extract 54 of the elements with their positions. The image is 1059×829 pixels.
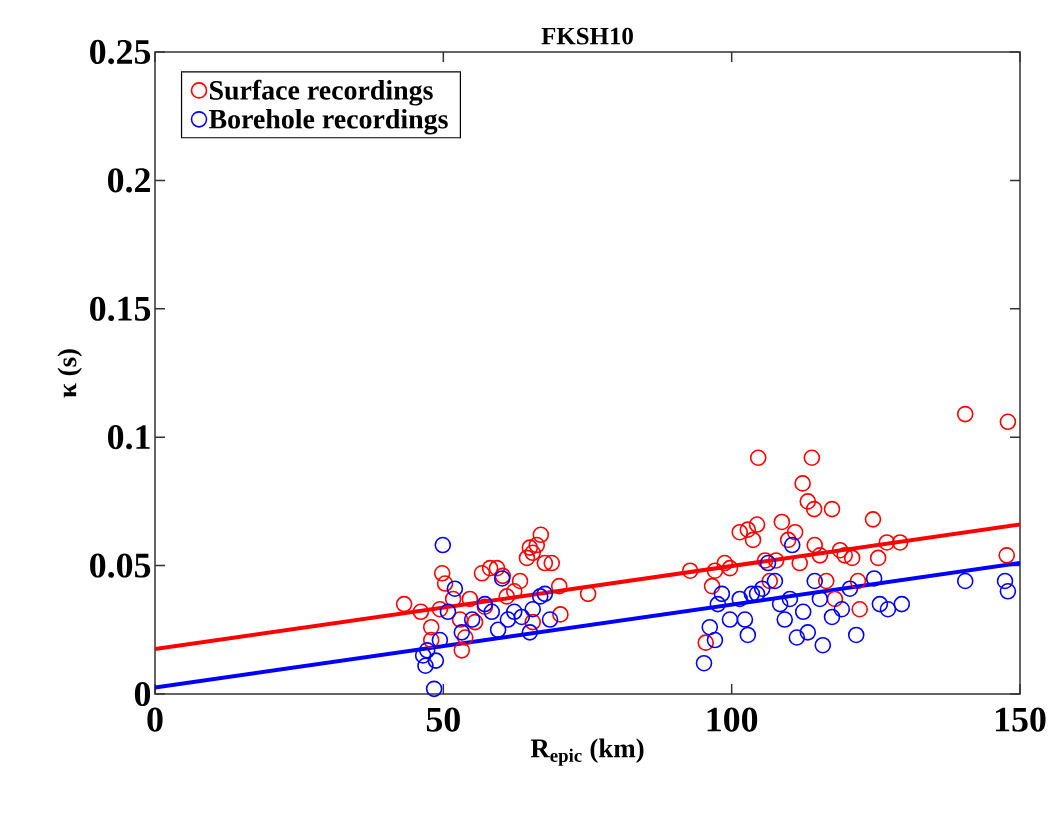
- point: [531, 588, 549, 605]
- point: [996, 572, 1014, 590]
- point: [536, 585, 554, 603]
- point: [833, 600, 851, 618]
- point: [414, 647, 432, 664]
- point: [999, 582, 1017, 600]
- legend-label: Borehole recordings: [208, 108, 448, 135]
- chart-title: FKSH10: [541, 27, 633, 45]
- y-tick-label: 0.15: [90, 296, 151, 321]
- y-tick-label: 0.1: [108, 425, 150, 450]
- point: [721, 611, 739, 628]
- point: [794, 603, 812, 621]
- point: [417, 657, 434, 675]
- point: [489, 621, 507, 639]
- point: [505, 603, 523, 621]
- point: [879, 600, 897, 618]
- point: [823, 608, 841, 626]
- point: [425, 680, 443, 698]
- point: [865, 570, 883, 587]
- y-tick-label: 0.05: [90, 553, 151, 578]
- point: [701, 618, 719, 636]
- point: [871, 595, 889, 613]
- x-tick-label: 50: [426, 707, 460, 732]
- point: [781, 590, 799, 608]
- point: [736, 611, 754, 628]
- point: [434, 536, 452, 554]
- point: [541, 611, 559, 628]
- y-axis-title: κ (s): [57, 349, 82, 398]
- point: [956, 572, 974, 590]
- point: [695, 654, 713, 672]
- x-tick-label: 100: [707, 707, 758, 732]
- point: [739, 626, 757, 644]
- point: [513, 608, 531, 626]
- point: [893, 595, 911, 613]
- point: [427, 652, 445, 669]
- point: [788, 629, 806, 646]
- point: [524, 600, 542, 618]
- point: [799, 624, 817, 641]
- x-tick-label: 150: [995, 707, 1046, 732]
- point: [709, 595, 727, 613]
- point: [776, 611, 794, 628]
- point: [743, 585, 761, 603]
- y-tick-label: 0: [134, 681, 151, 707]
- legend-label: Surface recordings: [209, 79, 433, 106]
- point: [499, 611, 517, 628]
- point: [713, 585, 731, 603]
- point: [771, 595, 789, 613]
- point: [483, 603, 501, 621]
- point: [731, 590, 749, 608]
- y-tick-label: 0.2: [108, 168, 150, 193]
- x-axis-title: R$_{epic}$ (km): [530, 738, 644, 766]
- point: [814, 636, 832, 654]
- y-tick-label: 0.25: [90, 39, 151, 65]
- point: [847, 626, 865, 644]
